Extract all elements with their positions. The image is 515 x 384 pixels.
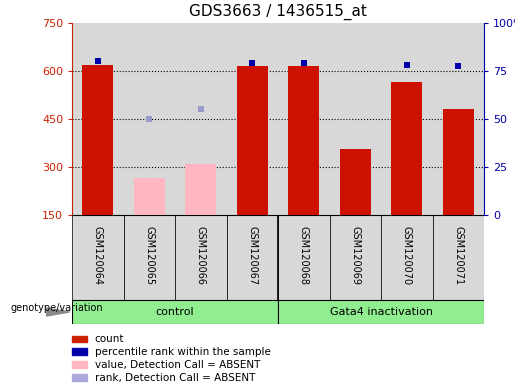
Text: GSM120067: GSM120067 <box>247 226 258 285</box>
Bar <box>72 300 278 324</box>
Text: percentile rank within the sample: percentile rank within the sample <box>95 347 271 357</box>
Text: GSM120064: GSM120064 <box>93 226 103 285</box>
Bar <box>72 374 87 381</box>
Bar <box>278 300 484 324</box>
Text: value, Detection Call = ABSENT: value, Detection Call = ABSENT <box>95 359 260 369</box>
Bar <box>72 361 87 367</box>
Text: control: control <box>156 307 194 317</box>
Text: GSM120069: GSM120069 <box>350 226 360 285</box>
Title: GDS3663 / 1436515_at: GDS3663 / 1436515_at <box>189 4 367 20</box>
Bar <box>330 215 381 300</box>
Text: GSM120070: GSM120070 <box>402 226 412 285</box>
Polygon shape <box>46 308 70 316</box>
Bar <box>340 149 371 215</box>
Text: GSM120065: GSM120065 <box>144 226 154 285</box>
Bar <box>381 215 433 300</box>
Text: count: count <box>95 334 124 344</box>
Bar <box>288 66 319 215</box>
Bar <box>72 215 124 300</box>
Text: GSM120071: GSM120071 <box>453 226 464 285</box>
Bar <box>124 215 175 300</box>
Text: genotype/variation: genotype/variation <box>10 303 103 313</box>
Text: GSM120068: GSM120068 <box>299 226 309 285</box>
Text: Gata4 inactivation: Gata4 inactivation <box>330 307 433 317</box>
Bar <box>72 349 87 355</box>
Text: GSM120066: GSM120066 <box>196 226 206 285</box>
Bar <box>443 109 474 215</box>
Bar <box>185 164 216 215</box>
Bar <box>134 178 165 215</box>
Bar <box>82 65 113 215</box>
Bar <box>278 215 330 300</box>
Bar <box>391 82 422 215</box>
Bar <box>237 66 268 215</box>
Bar <box>433 215 484 300</box>
Bar <box>72 336 87 342</box>
Text: rank, Detection Call = ABSENT: rank, Detection Call = ABSENT <box>95 372 255 382</box>
Bar <box>175 215 227 300</box>
Bar <box>227 215 278 300</box>
